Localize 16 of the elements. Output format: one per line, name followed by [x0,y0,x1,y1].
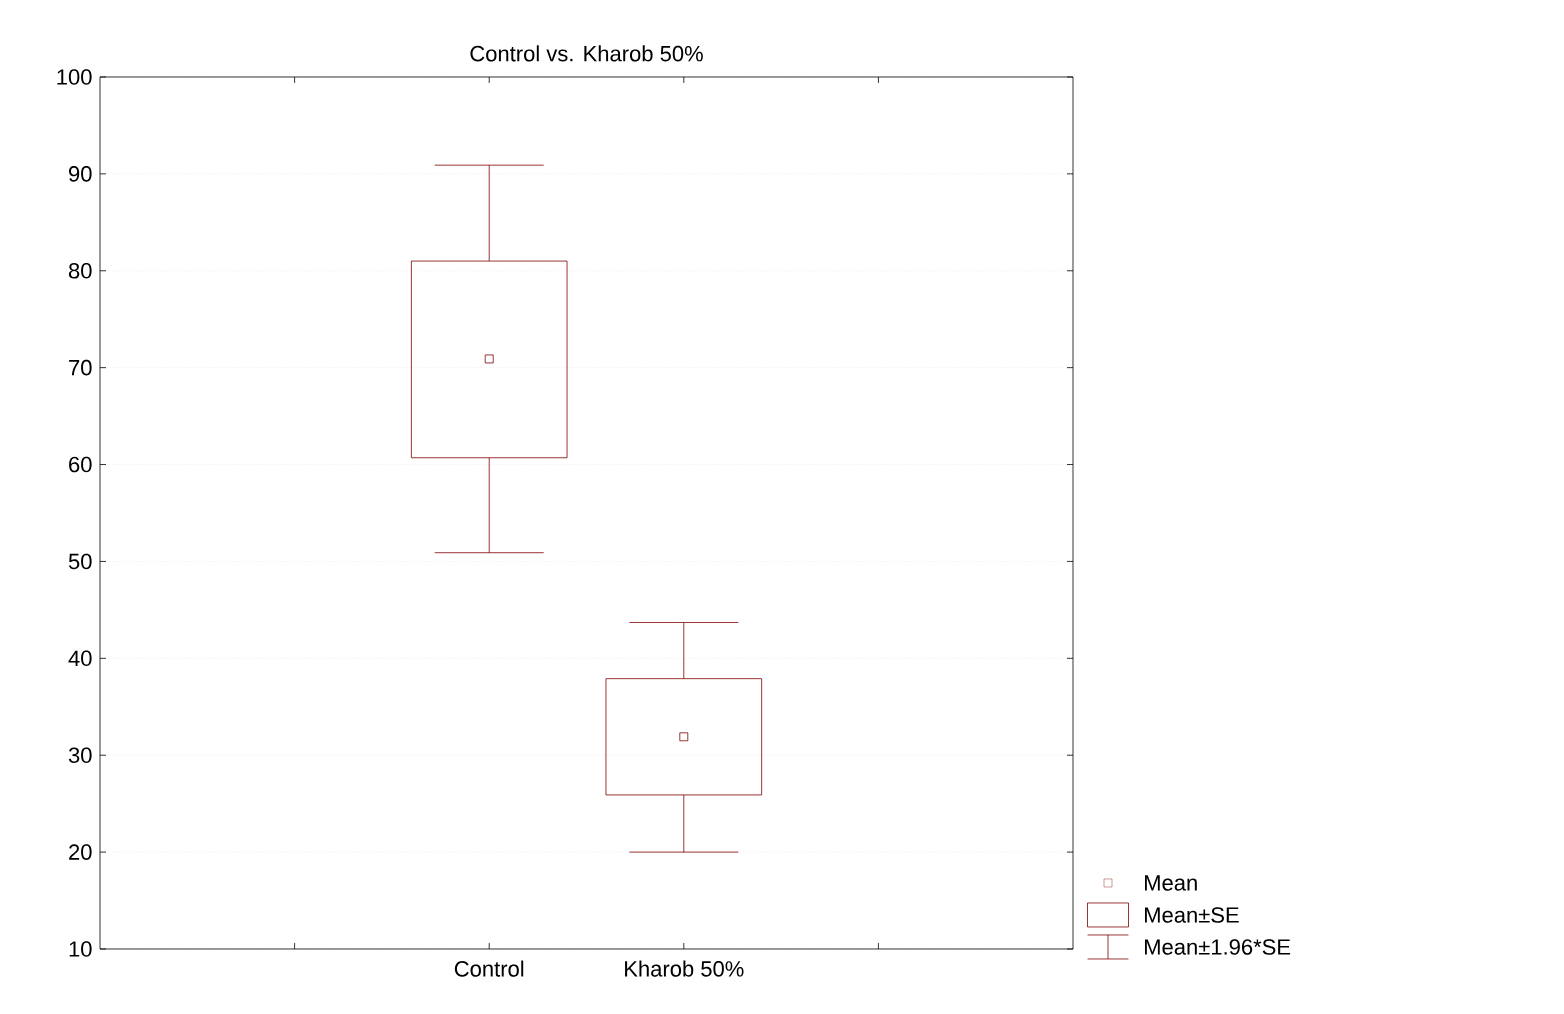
y-tick-label: 100 [57,69,92,85]
y-tick-label: 50 [68,553,92,570]
y-tick-label: 90 [69,166,92,182]
y-tick-label: 10 [69,941,92,957]
y-tick-label: 30 [68,747,92,763]
text: Mean±1.96*SE [1145,939,1291,955]
text: Mean±SE [1145,907,1239,923]
y-tick-label: 20 [69,844,92,860]
chart-title: Control vs. Kharob 50% [470,45,703,62]
y-tick-label: 60 [69,456,92,473]
x-tick-label: Control [454,960,524,977]
y-tick-label: 70 [69,359,92,376]
y-tick-label: 80 [68,262,92,279]
x-tick-label: Kharob 50% [625,960,744,977]
text: Mean [1145,875,1197,891]
y-tick-label: 40 [68,650,92,667]
